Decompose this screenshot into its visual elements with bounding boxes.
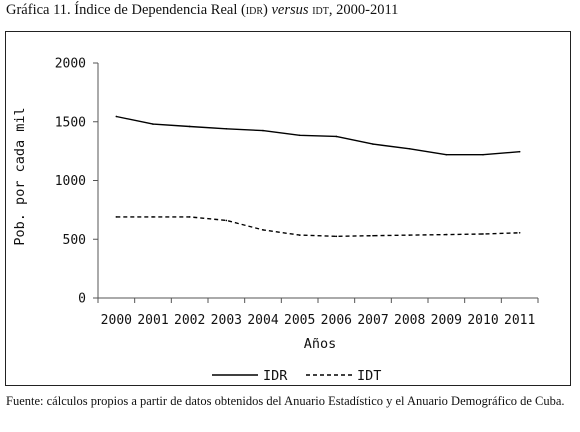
data-point-idt <box>225 219 228 222</box>
series-line-idr <box>116 115 520 156</box>
x-tick-label: 2009 <box>431 313 462 328</box>
data-point-idt <box>445 233 448 236</box>
data-point-idr <box>152 123 154 125</box>
legend-label-idr: IDR <box>263 368 288 384</box>
data-point-idr <box>518 150 521 153</box>
data-point-idr <box>482 153 484 156</box>
data-point-idt <box>408 234 411 236</box>
data-point-idt <box>482 233 484 235</box>
x-tick-label: 2010 <box>467 313 498 328</box>
title-mid: ) <box>263 2 272 18</box>
x-tick-label: 2005 <box>284 313 315 328</box>
x-tick-label: 2000 <box>101 313 132 328</box>
y-tick-label: 0 <box>78 292 86 307</box>
series-line-idt <box>116 216 520 238</box>
data-point-idr <box>408 147 411 150</box>
source-note: Fuente: cálculos propios a partir de dat… <box>6 394 565 408</box>
title-idt: idt <box>308 2 329 18</box>
x-tick-label: 2006 <box>321 313 352 328</box>
data-point-idr <box>115 115 118 118</box>
data-point-idt <box>518 231 521 234</box>
data-point-idr <box>335 135 338 138</box>
title-prefix: Gráfica 11. Índice de Dependencia Real ( <box>6 2 246 18</box>
data-point-idr <box>188 125 191 128</box>
data-point-idr <box>445 153 448 156</box>
data-point-idr <box>372 143 374 145</box>
data-point-idr <box>298 134 301 137</box>
y-axis-title: Pob. por cada mil <box>12 107 28 245</box>
x-tick-label: 2007 <box>357 313 388 328</box>
x-tick-label: 2008 <box>394 313 425 328</box>
data-point-idr <box>225 128 228 130</box>
data-point-idt <box>115 216 118 218</box>
data-point-idt <box>152 216 154 218</box>
y-tick-label: 1000 <box>55 174 86 189</box>
title-versus: versus <box>271 2 309 18</box>
x-tick-label: 2001 <box>137 313 168 328</box>
chart-title: Gráfica 11. Índice de Dependencia Real (… <box>6 2 398 19</box>
data-point-idt <box>188 216 191 218</box>
x-axis-title: Años <box>304 336 337 352</box>
y-tick-label: 1500 <box>55 115 86 130</box>
data-point-idt <box>262 229 264 231</box>
data-point-idt <box>298 234 301 236</box>
x-tick-label: 2002 <box>174 313 205 328</box>
y-tick-label: 500 <box>63 233 86 248</box>
title-idr: idr <box>245 2 264 18</box>
x-tick-label: 2004 <box>247 313 278 328</box>
data-point-idt <box>372 234 374 237</box>
x-tick-label: 2003 <box>211 313 242 328</box>
y-tick-label: 2000 <box>55 57 86 72</box>
data-point-idt <box>335 235 338 238</box>
data-point-idr <box>262 129 264 132</box>
title-suffix: , 2000-2011 <box>328 2 399 18</box>
x-tick-label: 2011 <box>504 313 535 328</box>
chart-frame <box>5 31 571 386</box>
legend-label-idt: IDT <box>357 368 381 384</box>
